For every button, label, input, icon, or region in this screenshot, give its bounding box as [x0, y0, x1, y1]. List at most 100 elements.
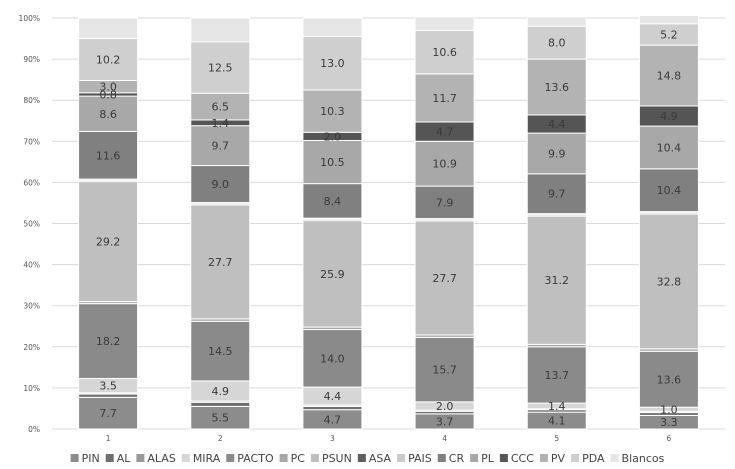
data-label: 4.7: [324, 413, 342, 426]
bar-segment: [302, 139, 363, 185]
data-label: 2.0: [324, 130, 342, 143]
legend-swatch: [279, 454, 288, 462]
x-tick-label: 1: [106, 434, 111, 443]
data-label: 18.2: [96, 335, 121, 348]
bar-segment: [78, 303, 139, 379]
data-label: 2.0: [436, 400, 454, 413]
legend-swatch: [70, 454, 79, 462]
data-label: 10.6: [432, 46, 457, 59]
legend-label: ALAS: [147, 452, 175, 465]
data-label: 25.9: [320, 268, 345, 281]
data-label: 4.4: [324, 390, 342, 403]
legend-item: PACTO: [226, 452, 274, 465]
data-label: 7.9: [436, 196, 454, 209]
data-label: 8.6: [99, 108, 117, 121]
bar-segment: [638, 15, 699, 25]
data-label: 32.8: [657, 275, 682, 288]
legend-swatch: [181, 454, 190, 462]
data-label: 13.6: [545, 81, 570, 94]
data-labels: 7.7 3.5 18.2 29.2 11.6 8.6 0.83.0 10.2 5.5 4.9 14.…: [96, 28, 681, 429]
legend-item: PC: [279, 452, 306, 465]
legend-item: Blancos: [610, 452, 665, 465]
data-label: 13.6: [657, 373, 682, 386]
legend-label: PSUN: [322, 452, 352, 465]
data-label: 10.2: [96, 54, 121, 67]
data-label: 29.2: [96, 236, 121, 249]
bar-segment: [78, 38, 139, 81]
x-tick-label: 6: [667, 434, 672, 443]
legend-label: CCC: [511, 452, 534, 465]
y-tick-label: 20%: [23, 343, 40, 352]
bar-segment: [526, 132, 587, 175]
bar-segment: [414, 140, 475, 187]
legend-item: CR: [437, 452, 465, 465]
legend-swatch: [397, 454, 406, 462]
y-tick-label: 100%: [19, 14, 40, 23]
bar-segment: [638, 350, 699, 408]
bar-segment: [190, 92, 251, 121]
data-label: 10.3: [320, 105, 345, 118]
legend-item: AL: [105, 452, 132, 465]
legend-label: CR: [449, 452, 465, 465]
legend-label: PL: [481, 452, 495, 465]
legend-label: Blancos: [622, 452, 665, 465]
bar-segment: [190, 320, 251, 382]
data-label: 10.4: [657, 184, 682, 197]
data-label: 4.7: [436, 126, 454, 139]
bars: [78, 15, 699, 430]
data-label: 13.0: [320, 57, 345, 70]
y-tick-label: 70%: [23, 137, 40, 146]
legend-item: ALAS: [136, 452, 176, 465]
data-label: 9.7: [548, 188, 566, 201]
bar-segment: [638, 125, 699, 170]
data-label: 5.5: [212, 412, 230, 425]
data-label: 27.7: [432, 272, 457, 285]
legend-swatch: [136, 454, 145, 462]
legend-label: AL: [117, 452, 132, 465]
gridlines: [52, 17, 725, 430]
legend-item: MIRA: [181, 452, 221, 465]
bar-segment: [78, 396, 139, 430]
legend-label: PC: [291, 452, 306, 465]
data-label: 11.6: [96, 149, 121, 162]
data-label: 3.5: [99, 380, 117, 393]
data-label: 0.8: [99, 88, 117, 101]
data-label: 12.5: [208, 62, 233, 75]
bar-segment: [302, 35, 363, 91]
data-label: 14.0: [320, 352, 345, 365]
data-label: 4.4: [548, 118, 566, 131]
data-label: 27.7: [208, 256, 233, 269]
bar-segment: [78, 130, 139, 180]
legend-swatch: [437, 454, 446, 462]
x-tick-label: 3: [330, 434, 335, 443]
bar-segment: [190, 125, 251, 167]
legend-swatch: [105, 454, 114, 462]
bar-segment: [638, 44, 699, 107]
y-tick-label: 10%: [23, 384, 40, 393]
data-label: 31.2: [545, 274, 570, 287]
legend-item: CCC: [499, 452, 534, 465]
data-label: 15.7: [432, 364, 457, 377]
data-label: 11.7: [432, 92, 457, 105]
legend-swatch: [310, 454, 319, 462]
data-label: 8.4: [324, 195, 342, 208]
legend-item: PSUN: [310, 452, 352, 465]
x-tick-label: 5: [554, 434, 559, 443]
legend-item: PL: [470, 452, 495, 465]
y-tick-label: 40%: [23, 261, 40, 270]
bar-segment: [414, 16, 475, 31]
bar-segment: [302, 183, 363, 219]
data-label: 3.0: [99, 81, 117, 94]
bar-segment: [302, 89, 363, 133]
legend-swatch: [470, 454, 479, 462]
legend-item: PDA: [571, 452, 605, 465]
data-label: 1.4: [212, 117, 230, 130]
data-label: 1.0: [660, 403, 678, 416]
data-label: 9.9: [548, 147, 566, 160]
data-label: 1.4: [548, 400, 566, 413]
data-label: 5.2: [660, 28, 678, 41]
bar-segment: [78, 181, 139, 303]
bar-segment: [526, 346, 587, 404]
legend-label: PDA: [582, 452, 605, 465]
